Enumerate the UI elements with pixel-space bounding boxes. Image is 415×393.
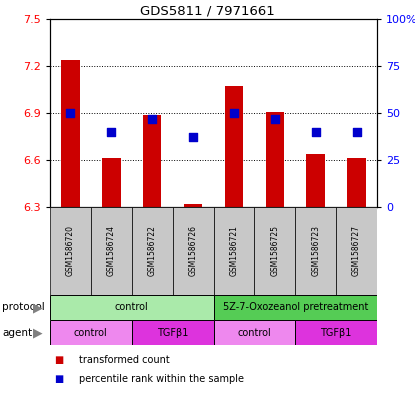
Point <box>67 110 74 116</box>
Point <box>312 129 319 135</box>
Bar <box>102 158 120 207</box>
Text: TGFβ1: TGFβ1 <box>320 327 352 338</box>
Text: ▶: ▶ <box>33 326 42 339</box>
Text: protocol: protocol <box>2 303 45 312</box>
Text: GSM1586720: GSM1586720 <box>66 226 75 277</box>
Text: GSM1586726: GSM1586726 <box>188 226 198 277</box>
Text: GSM1586727: GSM1586727 <box>352 226 361 277</box>
Text: ▶: ▶ <box>33 301 42 314</box>
Bar <box>213 320 295 345</box>
Text: transformed count: transformed count <box>79 355 170 365</box>
Point <box>149 116 156 122</box>
Bar <box>61 60 80 207</box>
Bar <box>254 207 295 295</box>
Text: control: control <box>115 303 149 312</box>
Text: control: control <box>74 327 108 338</box>
Bar <box>347 158 366 207</box>
Bar <box>213 295 377 320</box>
Bar <box>173 207 213 295</box>
Text: control: control <box>237 327 271 338</box>
Text: GSM1586721: GSM1586721 <box>229 226 239 276</box>
Text: percentile rank within the sample: percentile rank within the sample <box>79 374 244 384</box>
Text: GSM1586722: GSM1586722 <box>148 226 157 276</box>
Text: GSM1586725: GSM1586725 <box>270 226 279 277</box>
Text: ■: ■ <box>54 355 63 365</box>
Bar <box>50 320 132 345</box>
Bar <box>91 207 132 295</box>
Text: 5Z-7-Oxozeanol pretreatment: 5Z-7-Oxozeanol pretreatment <box>222 303 368 312</box>
Text: GSM1586724: GSM1586724 <box>107 226 116 277</box>
Bar <box>295 320 377 345</box>
Text: ■: ■ <box>54 374 63 384</box>
Bar <box>307 154 325 207</box>
Bar <box>132 320 213 345</box>
Point <box>271 116 278 122</box>
Bar <box>184 204 202 207</box>
Text: GSM1586723: GSM1586723 <box>311 226 320 277</box>
Bar <box>295 207 336 295</box>
Bar <box>50 207 91 295</box>
Bar <box>266 112 284 207</box>
Bar <box>213 207 254 295</box>
Bar <box>132 207 173 295</box>
Bar <box>50 295 213 320</box>
Text: agent: agent <box>2 327 32 338</box>
Point <box>353 129 360 135</box>
Bar <box>143 116 161 207</box>
Point <box>231 110 237 116</box>
Bar <box>225 86 243 207</box>
Text: GDS5811 / 7971661: GDS5811 / 7971661 <box>140 5 275 18</box>
Bar <box>336 207 377 295</box>
Text: TGFβ1: TGFβ1 <box>157 327 188 338</box>
Point <box>190 134 196 141</box>
Point <box>108 129 115 135</box>
